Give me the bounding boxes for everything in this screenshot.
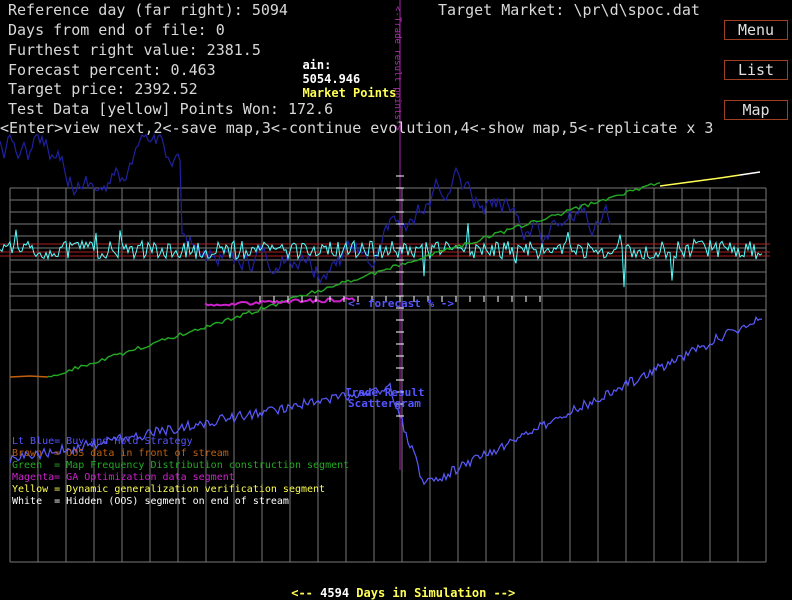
gain-label: ain: — [302, 58, 332, 72]
test-points-won: Test Data [yellow] Points Won: 172.6 — [8, 100, 334, 118]
white-segment — [739, 171, 761, 176]
target-market: Target Market: \pr\d\spoc.dat — [438, 1, 700, 19]
vertical-axis-label: <-Trade result points-> — [392, 6, 402, 131]
dark-blue-series — [0, 133, 611, 285]
trade-result-label: Trade Result — [345, 386, 425, 399]
gain-value: 5054.946 — [302, 72, 361, 86]
brown-segment — [9, 375, 49, 378]
reference-day: Reference day (far right): 5094 — [8, 1, 288, 19]
legend-entry: Brown = OOS data in front of stream — [12, 448, 229, 459]
yellow-segment — [659, 174, 741, 187]
forecast-label: <- forecast % -> — [348, 297, 454, 310]
gain-readout: ain: 5054.946 Market Points — [288, 44, 396, 100]
days-in-simulation: <-- 4594 Days in Simulation --> — [0, 572, 792, 600]
gain-units: Market Points — [302, 86, 397, 100]
legend-entry: Yellow = Dynamic generalization verifica… — [12, 484, 326, 495]
days-from-end: Days from end of file: 0 — [8, 21, 225, 39]
grid — [9, 187, 767, 563]
legend-entry: White = Hidden (OOS) segment on end of s… — [12, 496, 289, 507]
forecast-percent: Forecast percent: 0.463 — [8, 61, 216, 79]
scattergram-label: Scattergram — [348, 397, 421, 410]
target-price: Target price: 2392.52 — [8, 80, 198, 98]
furthest-right-value: Furthest right value: 2381.5 — [8, 41, 261, 59]
list-button[interactable]: List — [724, 60, 788, 80]
footer-left: <-- — [291, 586, 321, 600]
days-count: 4594 — [320, 586, 350, 600]
map-button[interactable]: Map — [724, 100, 788, 120]
legend-entry: Magenta= GA Optimization data segment — [12, 472, 235, 483]
legend-entry: Lt Blue= Buy and Hold Strategy — [12, 436, 193, 447]
menu-button[interactable]: Menu — [724, 20, 788, 40]
green-segment — [47, 182, 661, 378]
buy-and-hold-series — [9, 315, 763, 486]
legend-entry: Green = Map Frequency Distribution const… — [12, 460, 350, 471]
cyan-oscillator — [0, 223, 763, 288]
footer-right: Days in Simulation --> — [349, 586, 516, 600]
command-hint: <Enter>view next,2<-save map,3<-continue… — [0, 119, 714, 137]
